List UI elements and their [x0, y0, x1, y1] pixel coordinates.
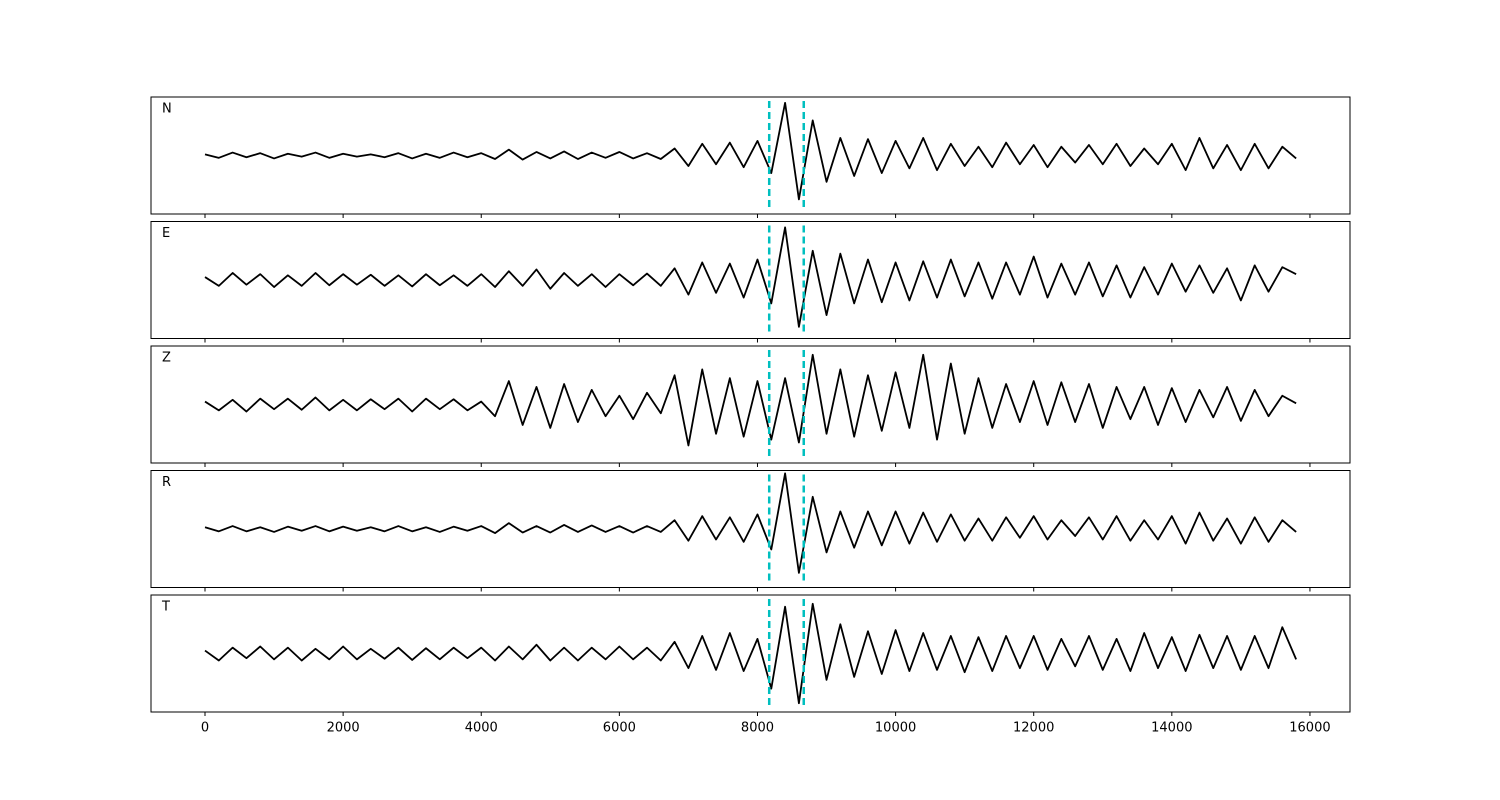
- x-tick-label: 8000: [741, 721, 774, 736]
- panel-frame: [150, 594, 1351, 713]
- panel-label: N: [162, 102, 172, 117]
- panel-frame: [150, 470, 1351, 588]
- x-tick-label: 6000: [603, 721, 636, 736]
- x-tick-label: 10000: [875, 721, 916, 736]
- x-tick-label: 4000: [465, 721, 498, 736]
- x-tick-label: 2000: [327, 721, 360, 736]
- trace: [204, 226, 1297, 328]
- x-tick-label: 14000: [1151, 721, 1192, 736]
- trace: [204, 101, 1297, 201]
- trace: [204, 472, 1297, 574]
- panel-frame: [150, 345, 1351, 464]
- panel-label: Z: [162, 351, 171, 366]
- panel-frame: [150, 221, 1351, 339]
- x-tick-label: 12000: [1013, 721, 1054, 736]
- panel-label: E: [162, 226, 170, 241]
- panel-frame: [150, 96, 1351, 215]
- trace: [204, 353, 1297, 447]
- x-tick-label: 0: [201, 721, 209, 736]
- panel-label: R: [162, 475, 171, 490]
- x-tick-label: 16000: [1289, 721, 1330, 736]
- panel-label: T: [161, 600, 170, 615]
- trace: [204, 602, 1297, 705]
